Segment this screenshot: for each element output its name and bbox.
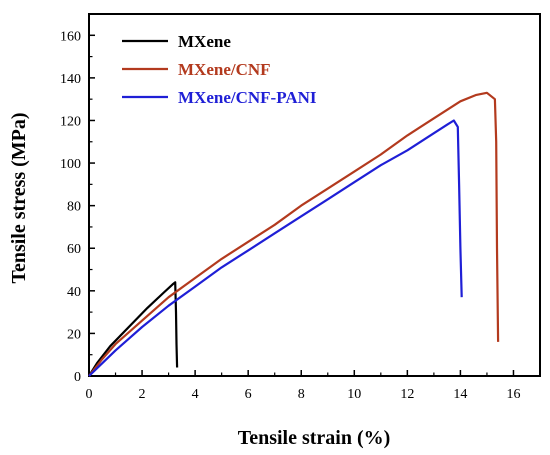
- y-tick-label: 100: [60, 157, 81, 172]
- y-tick-label: 20: [67, 327, 81, 342]
- y-tick-label: 0: [74, 370, 81, 385]
- x-tick-label: 14: [453, 387, 467, 402]
- series-line: [88, 281, 179, 377]
- x-tick-label: 0: [86, 387, 93, 402]
- x-tick-label: 2: [139, 387, 146, 402]
- x-tick-label: 16: [506, 387, 520, 402]
- y-tick-label: 80: [67, 200, 81, 215]
- legend-label: MXene/CNF-PANI: [178, 88, 317, 107]
- y-tick-label: 140: [60, 72, 81, 87]
- y-tick-label: 120: [60, 114, 81, 129]
- x-tick-label: 10: [347, 387, 361, 402]
- x-axis-title: Tensile strain (%): [238, 427, 391, 449]
- y-tick-label: 60: [67, 242, 81, 257]
- plot-frame: [88, 13, 541, 377]
- series-line: [88, 119, 463, 377]
- x-tick-label: 8: [298, 387, 305, 402]
- y-tick-label: 40: [67, 285, 81, 300]
- series-line: [88, 91, 500, 377]
- x-tick-label: 6: [245, 387, 252, 402]
- x-tick-label: 12: [400, 387, 414, 402]
- legend-label: MXene/CNF: [178, 60, 271, 79]
- y-tick-label: 160: [60, 29, 81, 44]
- y-axis-title: Tensile stress (MPa): [8, 112, 30, 283]
- legend-label: MXene: [178, 32, 231, 51]
- x-tick-label: 4: [192, 387, 199, 402]
